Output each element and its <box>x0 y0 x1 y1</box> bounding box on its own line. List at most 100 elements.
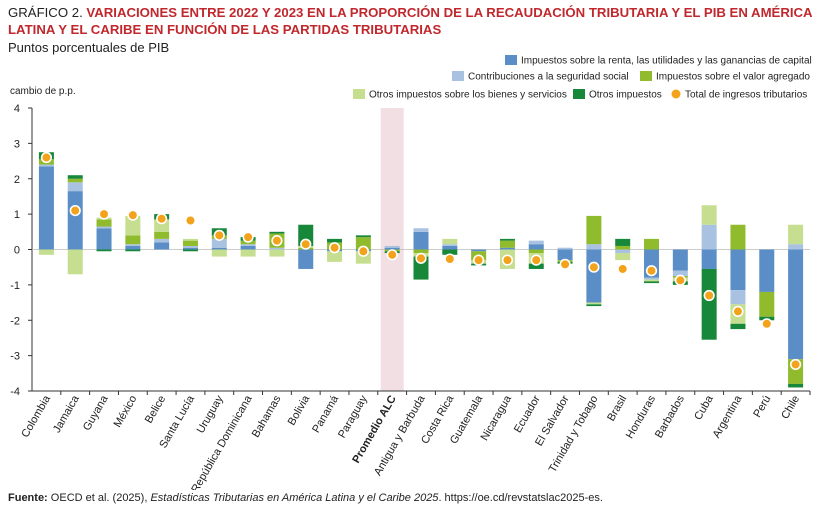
total-marker <box>156 213 168 225</box>
bar-segment <box>586 249 602 303</box>
bar-segment <box>701 249 717 269</box>
bar-segment <box>125 249 141 252</box>
y-tick-label: 1 <box>14 209 20 221</box>
bar-segment <box>701 205 717 225</box>
bar-segment <box>730 323 746 330</box>
bar-segment <box>327 251 343 262</box>
bar-segment <box>788 383 804 388</box>
bar-segment <box>788 244 804 250</box>
bar-segment <box>471 249 487 252</box>
bar-segment <box>240 244 256 246</box>
x-category-label: Chile <box>779 394 802 422</box>
total-marker <box>473 254 485 266</box>
bar-segment <box>96 249 112 252</box>
y-tick-label: -4 <box>10 386 20 398</box>
bar-segment <box>586 304 602 307</box>
legend-label: Contribuciones a la seguridad social <box>468 72 629 83</box>
total-marker <box>732 305 744 318</box>
bar-segment <box>269 231 285 234</box>
bar-segment <box>67 249 83 275</box>
bar-segment <box>644 279 660 282</box>
bar-segment <box>413 231 429 250</box>
bar-segment <box>384 245 400 248</box>
total-marker <box>559 258 571 270</box>
bar-segment <box>125 245 141 250</box>
x-category-label: Bolivia <box>286 393 313 428</box>
total-marker <box>271 235 283 247</box>
bar-segment <box>154 238 170 243</box>
total-marker <box>184 214 197 227</box>
total-marker <box>127 209 139 221</box>
bar-segment <box>182 240 198 246</box>
y-tick-label: 2 <box>14 174 20 186</box>
total-marker <box>703 289 715 302</box>
bar-segment <box>644 281 660 284</box>
bar-segment <box>211 247 227 250</box>
bar-segment <box>240 249 256 257</box>
bar-segment <box>67 182 83 192</box>
total-marker <box>674 274 686 286</box>
bar-segment <box>125 215 141 236</box>
source-note: Fuente: OECD et al. (2025), Estadísticas… <box>8 492 603 504</box>
x-category-label: Jamaica <box>51 393 82 435</box>
x-category-label: República Dominicana <box>189 393 255 490</box>
total-marker <box>213 229 225 241</box>
total-marker <box>444 253 456 265</box>
legend-swatch <box>353 89 365 99</box>
total-marker <box>242 231 254 243</box>
bar-segment <box>38 249 54 255</box>
bar-segment <box>730 224 746 250</box>
total-marker <box>761 318 773 330</box>
bar-segment <box>499 240 515 248</box>
bar-segment <box>644 238 660 250</box>
bar-segment <box>182 247 198 250</box>
legend-label: Total de ingresos tributarios <box>685 90 807 101</box>
bar-segment <box>96 228 112 250</box>
bar-segment <box>67 178 83 183</box>
total-marker <box>69 204 81 217</box>
bar-segment <box>38 164 54 167</box>
bar-segment <box>499 247 515 250</box>
bar-segment <box>355 235 371 238</box>
bar-segment <box>788 224 804 245</box>
bar-segment <box>701 224 717 250</box>
x-category-label: Belice <box>143 394 168 426</box>
bar-segment <box>96 219 112 227</box>
x-category-label: México <box>112 394 140 430</box>
bar-segment <box>759 249 775 292</box>
bar-segment <box>240 245 256 250</box>
bar-segment <box>182 249 198 252</box>
bar-segment <box>528 240 544 245</box>
bar-segment <box>528 244 544 250</box>
bar-segment <box>672 270 688 277</box>
chart-title-block: GRÁFICO 2. VARIACIONES ENTRE 2022 Y 2023… <box>8 4 820 38</box>
x-category-label: Argentina <box>711 393 745 441</box>
y-tick-label: 0 <box>14 245 20 257</box>
legend-swatch <box>505 55 517 65</box>
x-category-label: Colombia <box>19 393 53 440</box>
legend-label: Impuestos sobre el valor agregado <box>656 72 810 83</box>
legend-label: Otros impuestos sobre los bienes y servi… <box>369 90 567 101</box>
legend-swatch <box>573 89 585 99</box>
bar-segment <box>182 238 198 241</box>
bar-segment <box>125 235 141 245</box>
y-tick-label: -2 <box>10 315 20 327</box>
bar-segment <box>269 247 285 250</box>
bar-segment <box>96 226 112 229</box>
bar-segment <box>413 249 429 254</box>
bar-segment <box>125 244 141 246</box>
source-text-2: . https://oe.cd/revstatslac2025-es. <box>438 492 603 504</box>
x-category-label: Perú <box>751 394 773 420</box>
total-marker <box>40 151 53 164</box>
x-category-label: Bahamas <box>250 393 284 440</box>
chart-title: VARIACIONES ENTRE 2022 Y 2023 EN LA PROP… <box>8 5 813 37</box>
bar-segment <box>672 249 688 271</box>
bar-segment <box>644 277 660 280</box>
source-label: Fuente: <box>8 492 48 504</box>
x-category-label: Cuba <box>692 393 716 423</box>
total-marker <box>530 254 542 266</box>
bar-segment <box>701 268 717 340</box>
bar-segment <box>730 290 746 305</box>
x-category-label: Brasil <box>605 394 629 424</box>
bar-segment <box>788 249 804 360</box>
